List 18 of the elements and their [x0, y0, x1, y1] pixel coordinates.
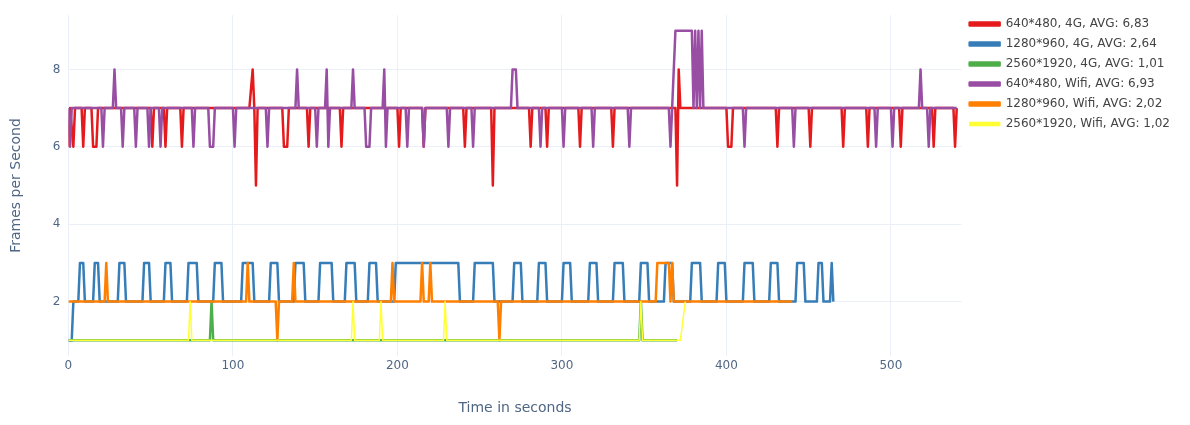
- y-axis-title: Frames per Second: [7, 118, 24, 253]
- y-tick-label: 2: [52, 293, 61, 308]
- y-tick-label: 6: [52, 138, 61, 153]
- x-tick-label: 500: [879, 358, 903, 373]
- legend-label: 1280*960, Wifi, AVG: 2,02: [1005, 96, 1163, 111]
- legend-label: 640*480, 4G, AVG: 6,83: [1005, 16, 1150, 31]
- legend-label: 640*480, Wifi, AVG: 6,93: [1005, 76, 1155, 91]
- legend-label: 2560*1920, Wifi, AVG: 1,02: [1005, 116, 1170, 131]
- x-tick-label: 100: [221, 358, 245, 373]
- x-tick-label: 400: [714, 358, 738, 373]
- legend-label: 1280*960, 4G, AVG: 2,64: [1005, 36, 1157, 51]
- x-axis-title: Time in seconds: [457, 399, 572, 416]
- y-tick-label: 4: [52, 216, 61, 231]
- x-tick-label: 300: [550, 358, 574, 373]
- legend-label: 2560*1920, 4G, AVG: 1,01: [1005, 56, 1165, 71]
- x-tick-label: 200: [385, 358, 409, 373]
- x-tick-label: 0: [64, 358, 73, 373]
- y-tick-label: 8: [52, 61, 61, 76]
